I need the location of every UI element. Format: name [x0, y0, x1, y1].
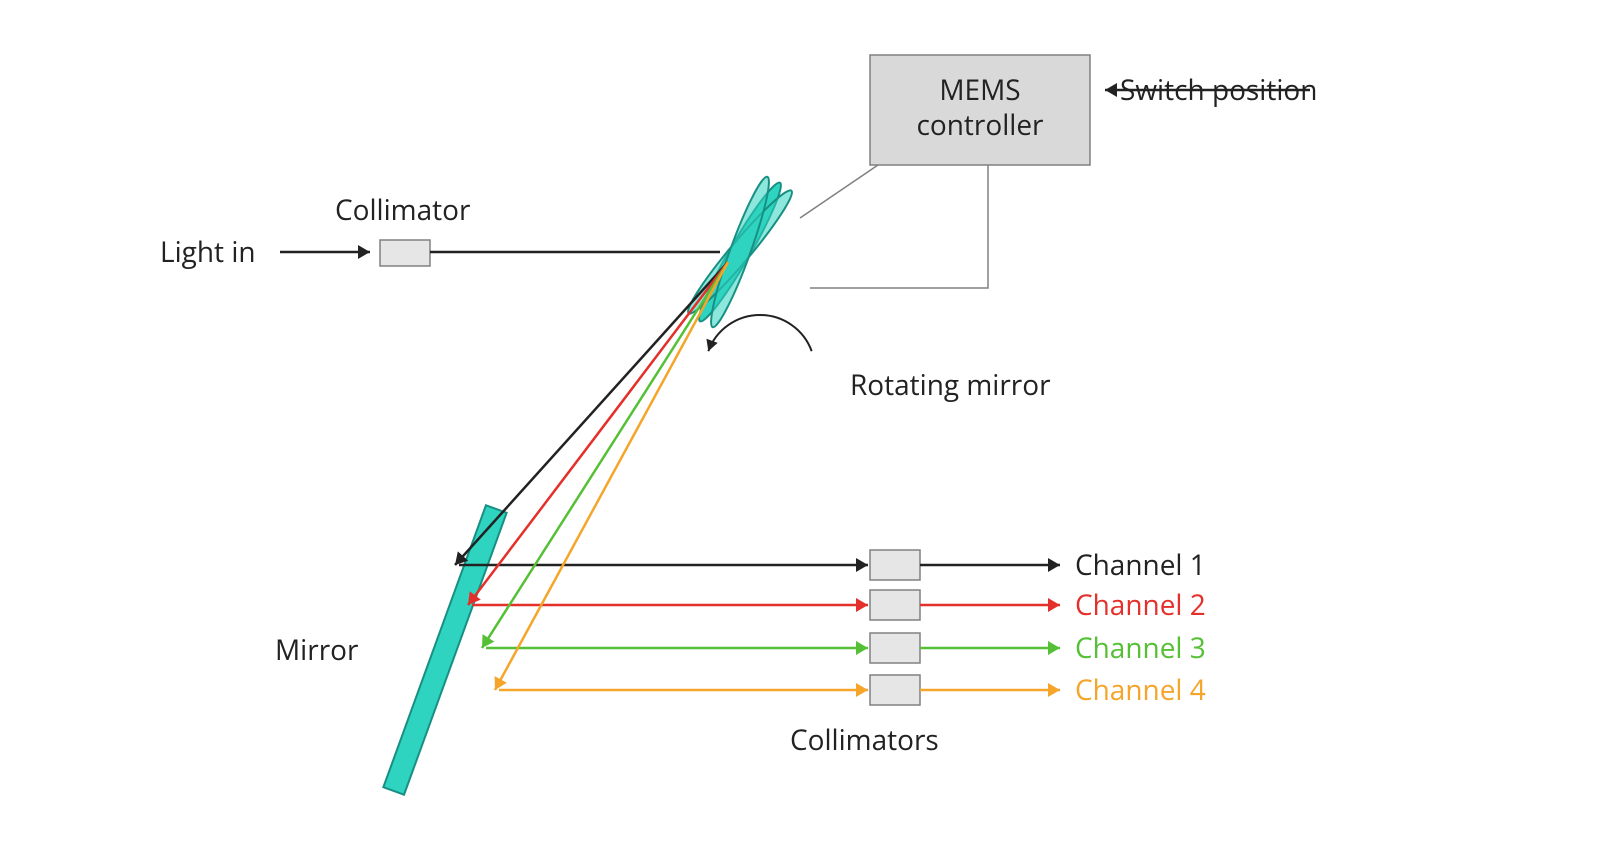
beam-diag-ch2 — [468, 262, 728, 605]
channel-1-label: Channel 1 — [1075, 546, 1206, 584]
beam-diag-ch1 — [455, 262, 728, 565]
beam-diag-ch3 — [482, 262, 728, 648]
rotation-arc-arrowhead — [706, 339, 717, 351]
beam-diag-ch4 — [495, 262, 728, 690]
collimator-label: Collimator — [335, 191, 471, 229]
beam-horiz-in-ch1-arrowhead — [856, 558, 868, 572]
rotation-arc — [708, 315, 811, 351]
output-collimator-2 — [870, 590, 920, 620]
channel-arrow-1-arrowhead — [1048, 558, 1060, 572]
channel-arrow-2-arrowhead — [1048, 598, 1060, 612]
switch-position-arrow-arrowhead — [1105, 83, 1117, 97]
mems-wire-1 — [800, 165, 878, 218]
channel-4-label: Channel 4 — [1075, 671, 1206, 709]
mems-controller-label-1: MEMS — [939, 71, 1020, 109]
light-in-label: Light in — [160, 233, 256, 271]
input-collimator — [380, 240, 430, 266]
rotating-mirror-label: Rotating mirror — [850, 366, 1051, 404]
fixed-mirror — [383, 505, 506, 794]
mirror-label: Mirror — [275, 631, 359, 669]
light-in-arrow-arrowhead — [358, 245, 370, 259]
output-collimator-3 — [870, 633, 920, 663]
output-collimator-4 — [870, 675, 920, 705]
beam-horiz-in-ch3-arrowhead — [856, 641, 868, 655]
channel-3-label: Channel 3 — [1075, 629, 1206, 667]
mems-controller-label-2: controller — [917, 106, 1045, 144]
switch-position-label: Switch position — [1120, 71, 1317, 109]
mems-wire-2 — [810, 165, 988, 288]
collimators-label: Collimators — [790, 721, 939, 759]
output-collimator-1 — [870, 550, 920, 580]
beam-horiz-in-ch2-arrowhead — [856, 598, 868, 612]
beam-horiz-in-ch4-arrowhead — [856, 683, 868, 697]
channel-2-label: Channel 2 — [1075, 586, 1206, 624]
channel-arrow-4-arrowhead — [1048, 683, 1060, 697]
channel-arrow-3-arrowhead — [1048, 641, 1060, 655]
